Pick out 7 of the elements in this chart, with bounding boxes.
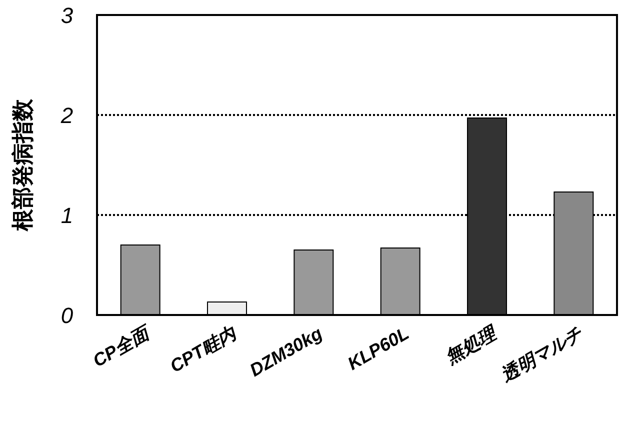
- y-tick-label: 2: [60, 103, 74, 128]
- y-tick-label: 0: [60, 303, 74, 328]
- y-tick-label: 3: [60, 3, 74, 28]
- x-tick-label: CPT畦内: [166, 322, 241, 376]
- y-tick-label: 1: [60, 203, 74, 228]
- y-axis-title: 根部発病指数: [10, 98, 35, 232]
- x-tick-label: CP全面: [89, 321, 156, 371]
